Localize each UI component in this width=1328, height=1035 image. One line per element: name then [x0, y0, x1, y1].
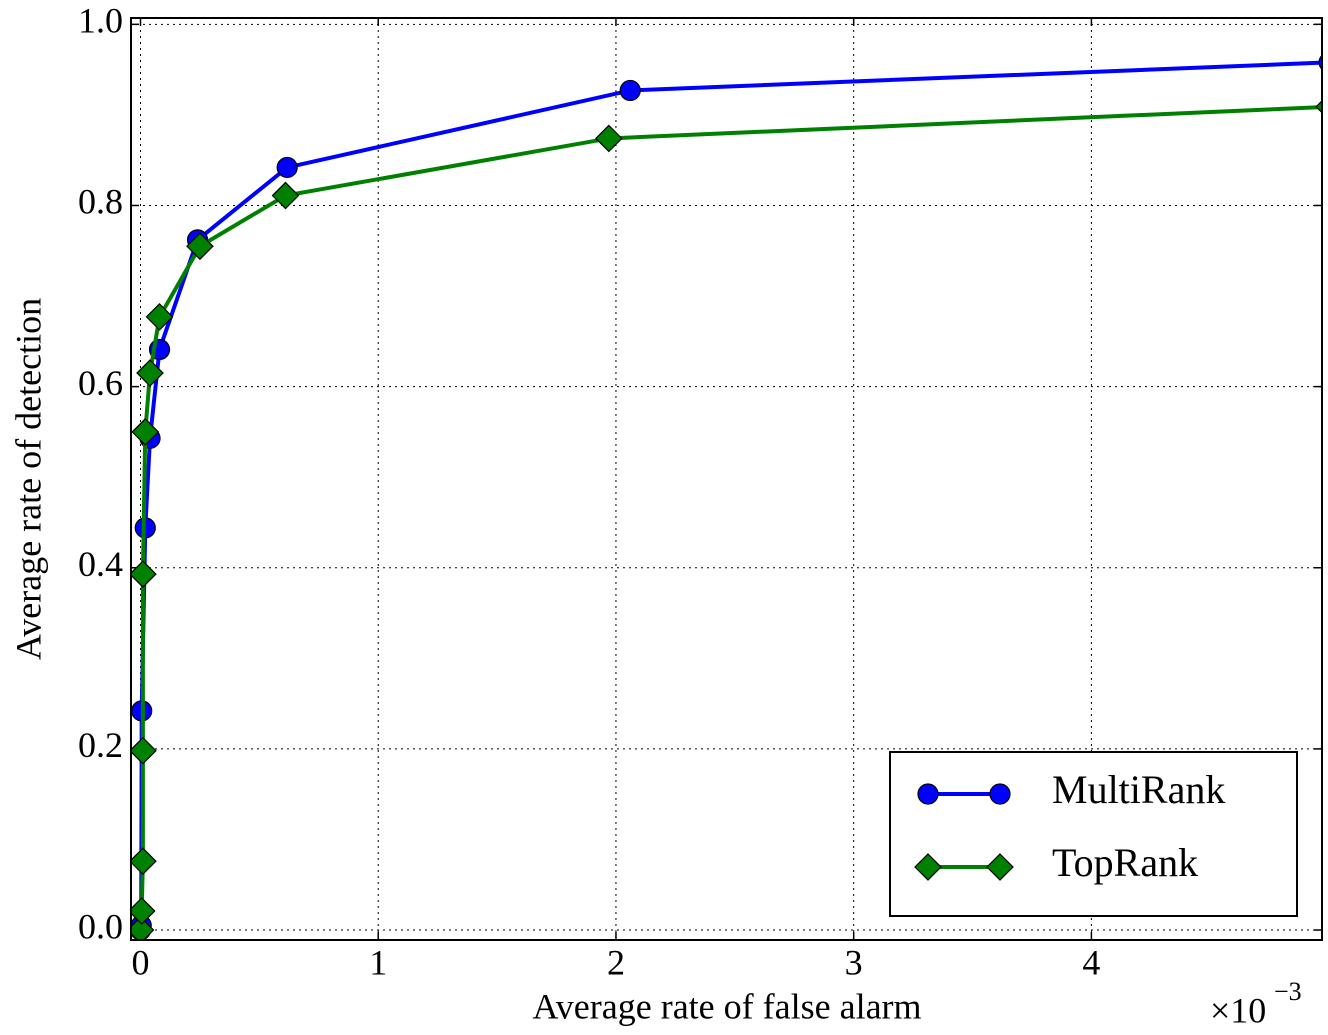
data-point	[131, 847, 157, 876]
y-tick-label: 0.8	[78, 182, 123, 222]
legend-marker	[986, 853, 1014, 881]
x-tick-label: 4	[1082, 942, 1100, 982]
data-point	[131, 560, 157, 588]
data-point	[131, 736, 157, 765]
y-tick-label: 0.2	[78, 725, 123, 765]
y-tick-label: 0.0	[78, 906, 123, 946]
legend-marker	[917, 783, 939, 805]
plot-frame	[130, 17, 1323, 941]
x-multiplier: ×10	[1210, 990, 1266, 1030]
legend-marker	[989, 783, 1011, 805]
data-point	[131, 418, 160, 446]
data-point	[131, 897, 156, 925]
legend-label: MultiRank	[1052, 767, 1225, 812]
data-point	[1318, 54, 1322, 71]
y-tick-label: 0.4	[78, 544, 123, 584]
x-axis-label: Average rate of false alarm	[532, 986, 921, 1026]
data-point	[594, 124, 623, 153]
x-tick-label: 0	[132, 942, 150, 982]
legend-box	[889, 751, 1298, 917]
legend-label: TopRank	[1052, 840, 1198, 885]
x-tick-label: 3	[845, 942, 863, 982]
y-tick-label: 1.0	[78, 1, 123, 41]
y-axis-label: Average rate of detection	[8, 298, 48, 660]
data-point	[186, 232, 214, 261]
y-tick-label: 0.6	[78, 363, 123, 403]
x-multiplier-exponent: −3	[1274, 977, 1302, 1006]
data-point	[1315, 100, 1322, 114]
x-tick-label: 1	[369, 942, 387, 982]
data-point	[619, 79, 641, 102]
legend: MultiRank TopRank	[889, 751, 1298, 917]
data-point	[271, 181, 300, 210]
data-point	[136, 359, 164, 387]
legend-marker	[914, 853, 942, 881]
data-point	[276, 156, 298, 179]
plot-area	[131, 54, 1322, 940]
data-point	[145, 303, 174, 331]
x-tick-label: 2	[607, 942, 625, 982]
